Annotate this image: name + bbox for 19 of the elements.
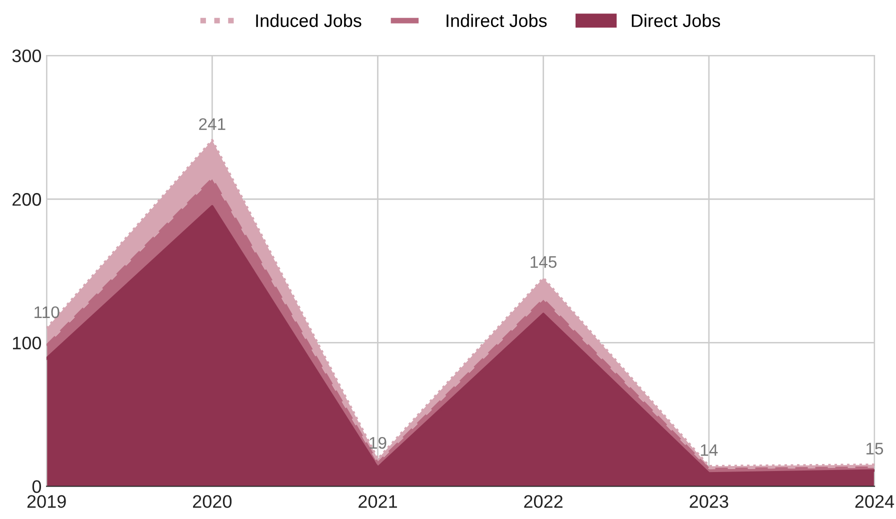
- total-label: 110: [34, 306, 60, 318]
- total-label: 15: [866, 442, 884, 455]
- total-label: 14: [700, 444, 718, 456]
- x-tick-label: 2022: [524, 495, 563, 508]
- x-tick-label: 2019: [27, 495, 66, 508]
- total-label: 145: [530, 256, 557, 268]
- legend-label: Direct Jobs: [632, 14, 720, 28]
- x-tick-label: 2024: [855, 495, 894, 508]
- legend-label: Indirect Jobs: [446, 14, 547, 28]
- x-tick-label: 2020: [193, 495, 232, 508]
- x-tick-label: 2023: [690, 495, 728, 508]
- y-tick-label: 100: [12, 336, 42, 350]
- y-tick-label: 200: [12, 193, 42, 206]
- y-tick-label: 0: [32, 480, 42, 494]
- total-label: 19: [370, 436, 386, 449]
- y-tick-label: 300: [12, 49, 42, 62]
- total-label: 241: [199, 118, 226, 130]
- legend-label: Induced Jobs: [256, 14, 362, 28]
- x-tick-label: 2021: [358, 495, 397, 508]
